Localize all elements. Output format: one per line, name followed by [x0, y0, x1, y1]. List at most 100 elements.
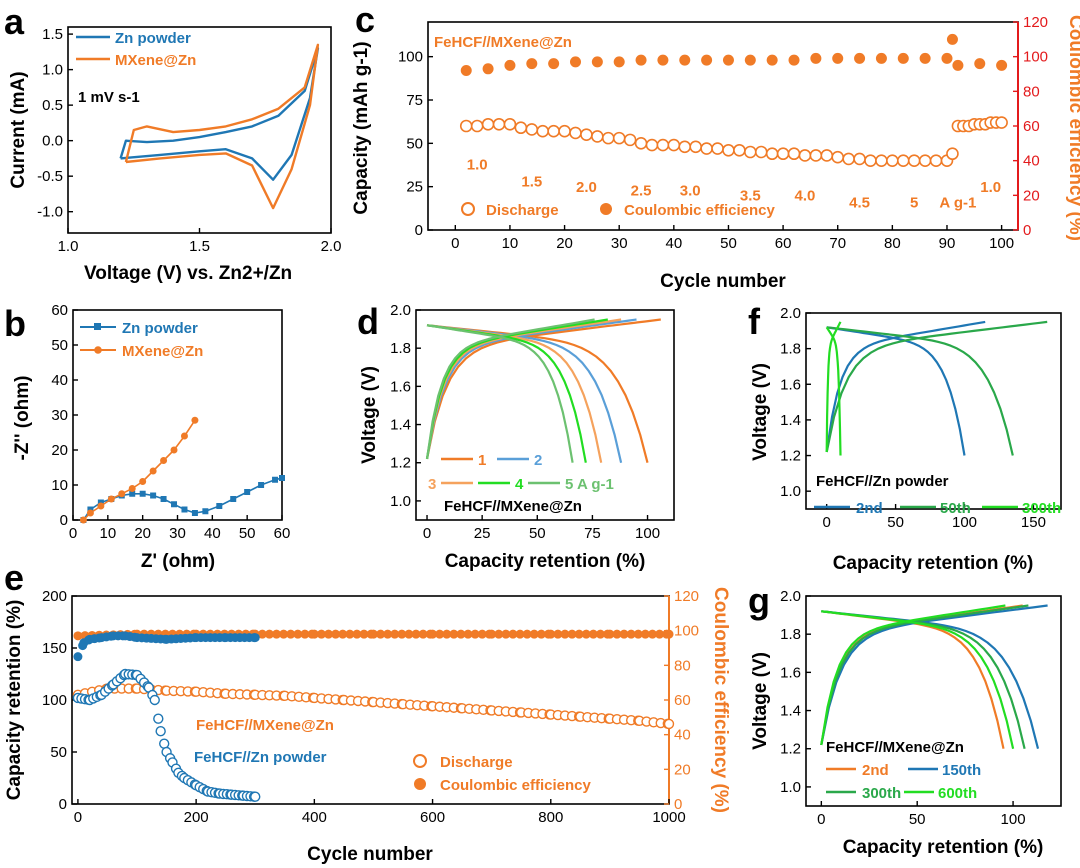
ce-point-mxene [494, 629, 504, 639]
y2-tick-label: 120 [674, 588, 699, 605]
rate-label: 2.0 [576, 179, 597, 196]
legend-label-d-5: 5 A g-1 [565, 476, 614, 493]
discharge-point [459, 119, 473, 133]
ce-point-mxene [286, 629, 296, 639]
discharge-curve-0 [821, 610, 1005, 749]
y-axis-label-e: Capacity retention (%) [4, 600, 25, 801]
ce-point-mxene [293, 629, 303, 639]
x-tick-label: 50 [909, 811, 926, 828]
discharge-curve-0 [826, 326, 966, 456]
x-axis-label-f: Capacity retention (%) [833, 553, 1034, 574]
ce-point-mxene [553, 629, 563, 639]
discharge-curve-3 [426, 324, 587, 463]
legend-f: 2nd 50th 300th [814, 500, 1061, 517]
ce-point-mxene [456, 629, 466, 639]
discharge-point [776, 147, 790, 161]
y-axis-label-b: -Z'' (ohm) [12, 375, 33, 460]
y-tick-label: 1.6 [780, 664, 801, 681]
eis-point-mxene [191, 416, 199, 424]
discharge-point [929, 154, 943, 167]
discharge-point [995, 116, 1008, 129]
x-tick-label: 2.0 [321, 238, 342, 255]
ce-point [946, 33, 958, 45]
charge-curve-2 [825, 321, 842, 453]
plot-frame-g [805, 595, 1062, 807]
y-tick-label: 1.8 [390, 340, 411, 357]
ce-point-mxene [352, 629, 362, 639]
ce-point-mxene [300, 629, 310, 639]
ce-point [875, 52, 887, 64]
eis-point-mxene [180, 432, 188, 440]
legend-label-g-300th: 300th [862, 785, 901, 802]
ce-point [919, 52, 931, 64]
panel-a: a 1.0 1.5 2.0 -1.0 -0.5 0.0 0.5 1.0 1.5 Zn powde… [4, 1, 341, 284]
legend-label-f-50th: 50th [940, 500, 971, 517]
series-c [459, 33, 1008, 167]
discharge-point [820, 149, 834, 162]
discharge-point [700, 142, 713, 155]
y2-axis-label-e: Coulombic efficiency (%) [710, 587, 731, 813]
annotation-d: FeHCF//MXene@Zn [444, 498, 582, 515]
x-tick-label: 10 [502, 235, 519, 252]
eis-point-mxene [118, 490, 126, 498]
discharge-point [547, 124, 560, 138]
legend-marker-ce-c [600, 203, 612, 215]
eis-point-zn [171, 501, 178, 508]
discharge-point [853, 152, 866, 166]
x-tick-label: 75 [584, 525, 601, 542]
rate-label: 1.5 [521, 174, 542, 191]
y2-tick-label: 80 [1023, 83, 1040, 100]
rate-label: 3.5 [740, 188, 761, 205]
eis-point-zn [150, 492, 157, 499]
y-tick-label: 100 [398, 49, 423, 66]
discharge-point [842, 152, 855, 166]
eis-point-mxene [86, 509, 94, 517]
legend-label-g-600th: 600th [938, 785, 977, 802]
panel-label-e: e [4, 557, 24, 598]
y-tick-label: 1.8 [780, 626, 801, 643]
discharge-point [656, 138, 670, 152]
ticks-d: 0 25 50 75 100 1.0 1.2 1.4 1.6 1.8 2.0 [390, 302, 660, 542]
y-tick-label: 1.0 [390, 493, 411, 510]
discharge-point [634, 137, 648, 150]
y-axis-label-c: Capacity (mAh g-1) [351, 41, 372, 214]
y2-tick-label: 40 [674, 727, 691, 744]
ce-point-mxene [257, 629, 267, 639]
cv-curve-mxene-zn [124, 43, 320, 210]
charge-curve-1 [825, 320, 1048, 453]
discharge-point-zn [149, 694, 160, 706]
ce-point-mxene [435, 629, 445, 639]
ce-point [897, 52, 909, 64]
eis-point-zn [244, 489, 251, 495]
legend-g: 2nd 150th 300th 600th [826, 762, 981, 802]
discharge-point [754, 145, 768, 159]
y2-tick-label: 100 [674, 623, 699, 640]
eis-point-mxene [107, 495, 115, 503]
discharge-point [864, 154, 877, 167]
discharge-point [733, 143, 746, 157]
ce-point-mxene [567, 629, 577, 639]
ce-point-mxene [383, 629, 393, 639]
ce-point-mxene [376, 629, 386, 639]
ce-point [832, 52, 844, 64]
discharge-point [711, 142, 724, 155]
plot-frame-b [72, 309, 283, 521]
annotation-e-mxene: FeHCF//MXene@Zn [196, 717, 334, 734]
y-tick-label: 0 [60, 512, 68, 529]
y-tick-label: 1.8 [780, 341, 801, 358]
charge-curve-4 [425, 318, 595, 460]
legend-marker-ce-e [414, 778, 426, 790]
ce-point-mxene [647, 629, 657, 639]
x-tick-label: 80 [884, 235, 901, 252]
discharge-point [623, 133, 637, 147]
ce-point-mxene [546, 629, 556, 639]
plot-frame-f [805, 312, 1062, 510]
x-tick-label: 1.5 [189, 238, 210, 255]
y-tick-label: 50 [406, 135, 423, 152]
legend-label-f-2nd: 2nd [856, 500, 883, 517]
y-tick-label: 1.4 [390, 417, 411, 434]
x-tick-label: 100 [635, 525, 660, 542]
ce-point [744, 54, 756, 66]
eis-point-zn [181, 506, 188, 513]
ce-point-mxene [73, 631, 83, 641]
